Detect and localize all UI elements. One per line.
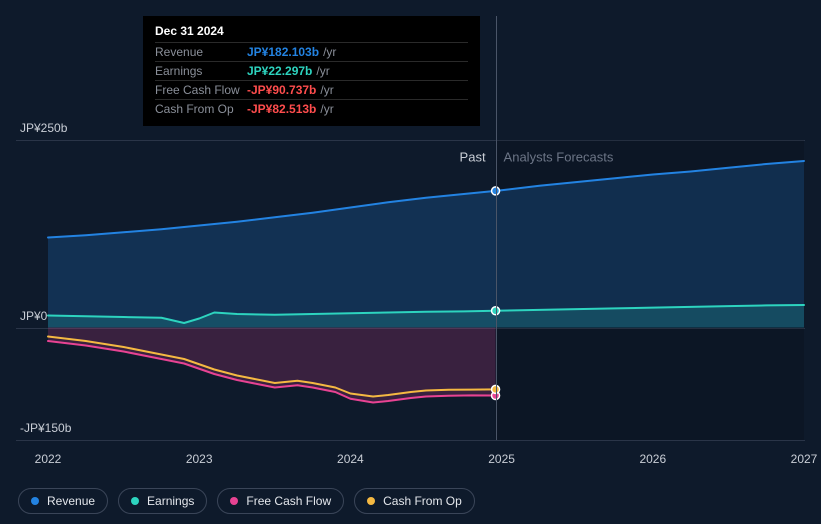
- past-region-label: Past: [460, 149, 486, 164]
- tooltip-row-unit: /yr: [320, 102, 333, 116]
- financials-chart: JP¥250bJP¥0-JP¥150b Past Analysts Foreca…: [0, 0, 821, 524]
- tooltip-row-value: JP¥22.297b: [247, 64, 312, 78]
- legend-label: Earnings: [147, 494, 194, 508]
- tooltip-row-value: -JP¥82.513b: [247, 102, 316, 116]
- legend-label: Cash From Op: [383, 494, 462, 508]
- legend-item-revenue[interactable]: Revenue: [18, 488, 108, 514]
- tooltip-row-unit: /yr: [320, 83, 333, 97]
- legend-dot: [131, 497, 139, 505]
- chart-legend: Revenue Earnings Free Cash Flow Cash From O…: [18, 488, 475, 514]
- tooltip-row: Free Cash Flow-JP¥90.737b/yr: [155, 80, 468, 99]
- tooltip-row-label: Revenue: [155, 45, 247, 59]
- legend-dot: [31, 497, 39, 505]
- x-axis-label: 2023: [186, 452, 213, 466]
- tooltip-row: RevenueJP¥182.103b/yr: [155, 42, 468, 61]
- chart-cursor-line: [496, 16, 497, 440]
- legend-label: Revenue: [47, 494, 95, 508]
- forecast-region-label: Analysts Forecasts: [504, 149, 614, 164]
- x-axis-label: 2027: [791, 452, 818, 466]
- legend-label: Free Cash Flow: [246, 494, 331, 508]
- legend-item-free-cash-flow[interactable]: Free Cash Flow: [217, 488, 344, 514]
- x-axis-label: 2024: [337, 452, 364, 466]
- chart-tooltip: Dec 31 2024 RevenueJP¥182.103b/yrEarning…: [143, 16, 480, 126]
- x-axis-label: 2022: [35, 452, 62, 466]
- legend-dot: [230, 497, 238, 505]
- tooltip-title: Dec 31 2024: [155, 24, 468, 42]
- tooltip-row: Cash From Op-JP¥82.513b/yr: [155, 99, 468, 118]
- tooltip-row-label: Earnings: [155, 64, 247, 78]
- tooltip-row-unit: /yr: [316, 64, 329, 78]
- tooltip-row-label: Cash From Op: [155, 102, 247, 116]
- tooltip-row: EarningsJP¥22.297b/yr: [155, 61, 468, 80]
- x-axis-label: 2025: [488, 452, 515, 466]
- tooltip-row-label: Free Cash Flow: [155, 83, 247, 97]
- x-axis-label: 2026: [639, 452, 666, 466]
- legend-item-cash-from-op[interactable]: Cash From Op: [354, 488, 475, 514]
- legend-item-earnings[interactable]: Earnings: [118, 488, 207, 514]
- tooltip-row-unit: /yr: [323, 45, 336, 59]
- legend-dot: [367, 497, 375, 505]
- tooltip-row-value: JP¥182.103b: [247, 45, 319, 59]
- tooltip-row-value: -JP¥90.737b: [247, 83, 316, 97]
